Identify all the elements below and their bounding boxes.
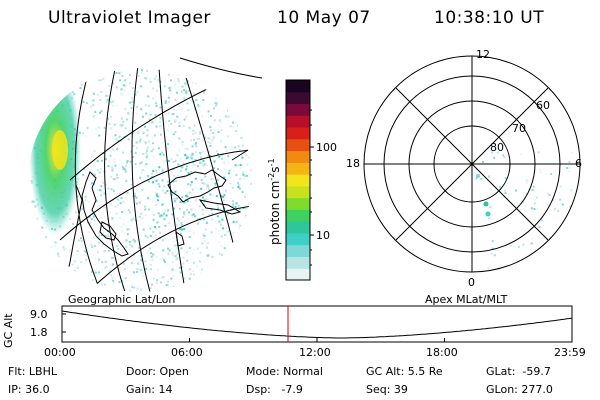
observation-date: 10 May 07	[277, 8, 371, 28]
altitude-frame	[61, 305, 573, 343]
dsp-status: Dsp: -7.9	[246, 383, 303, 396]
colorbar-band	[286, 127, 310, 140]
mlt-label-12: 12	[476, 48, 490, 61]
colorbar-band	[286, 268, 310, 281]
colorbar	[285, 79, 314, 281]
colorbar-band	[286, 91, 310, 105]
altitude-ytick-9: 9.0	[30, 308, 48, 321]
lat-label-60: 60	[536, 99, 550, 112]
mlt-label-0: 0	[468, 276, 475, 289]
gain-status: Gain: 14	[126, 383, 173, 396]
colorbar-band	[286, 221, 310, 234]
time-tick-0600: 06:00	[171, 346, 203, 359]
altitude-plot	[61, 305, 573, 343]
colorbar-band	[286, 174, 310, 187]
colorbar-band	[286, 209, 310, 222]
observation-time: 10:38:10 UT	[434, 8, 545, 28]
colorbar-band	[286, 256, 310, 269]
mlt-label-18: 18	[346, 157, 360, 170]
time-tick-1200: 12:00	[299, 346, 331, 359]
altitude-curve	[61, 310, 573, 339]
seq-status: Seq: 39	[366, 383, 408, 396]
colorbar-band	[286, 232, 310, 246]
colorbar-unit-label: photon cm-2s-1	[267, 158, 282, 245]
colorbar-band	[286, 185, 310, 199]
colorbar-band	[286, 150, 310, 163]
glat-status: GLat: -59.7	[486, 365, 551, 378]
gc-alt-status: GC Alt: 5.5 Re	[366, 365, 443, 378]
apex-caption: Apex MLat/MLT	[425, 293, 508, 306]
instrument-title: Ultraviolet Imager	[48, 8, 211, 28]
colorbar-tick-100: 100	[316, 141, 337, 154]
time-tick-0000: 00:00	[44, 346, 76, 359]
altitude-ylabel: GC Alt	[2, 313, 15, 348]
lat-label-70: 70	[512, 122, 526, 135]
filter-status: Flt: LBHL	[8, 365, 57, 378]
mlt-label-6: 6	[575, 157, 582, 170]
colorbar-band	[286, 244, 310, 257]
colorbar-band	[286, 197, 310, 210]
colorbar-band	[286, 80, 310, 93]
ip-status: IP: 36.0	[8, 383, 50, 396]
geographic-caption: Geographic Lat/Lon	[68, 293, 176, 306]
mode-status: Mode: Normal	[246, 365, 323, 378]
glon-status: GLon: 277.0	[486, 383, 553, 396]
altitude-ytick-1-8: 1.8	[30, 326, 48, 339]
polar-emission-pixels	[470, 151, 580, 271]
lat-label-80: 80	[490, 141, 504, 154]
colorbar-band	[286, 103, 310, 116]
colorbar-band	[286, 138, 310, 152]
coastline	[65, 169, 242, 281]
time-tick-1800: 18:00	[426, 346, 458, 359]
door-status: Door: Open	[126, 365, 189, 378]
time-tick-2359: 23:59	[554, 346, 586, 359]
colorbar-tick-10: 10	[316, 229, 330, 242]
polar-mlat-mlt-plot	[363, 55, 581, 273]
colorbar-band	[286, 162, 310, 175]
colorbar-band	[286, 115, 310, 128]
geographic-image	[29, 57, 263, 292]
